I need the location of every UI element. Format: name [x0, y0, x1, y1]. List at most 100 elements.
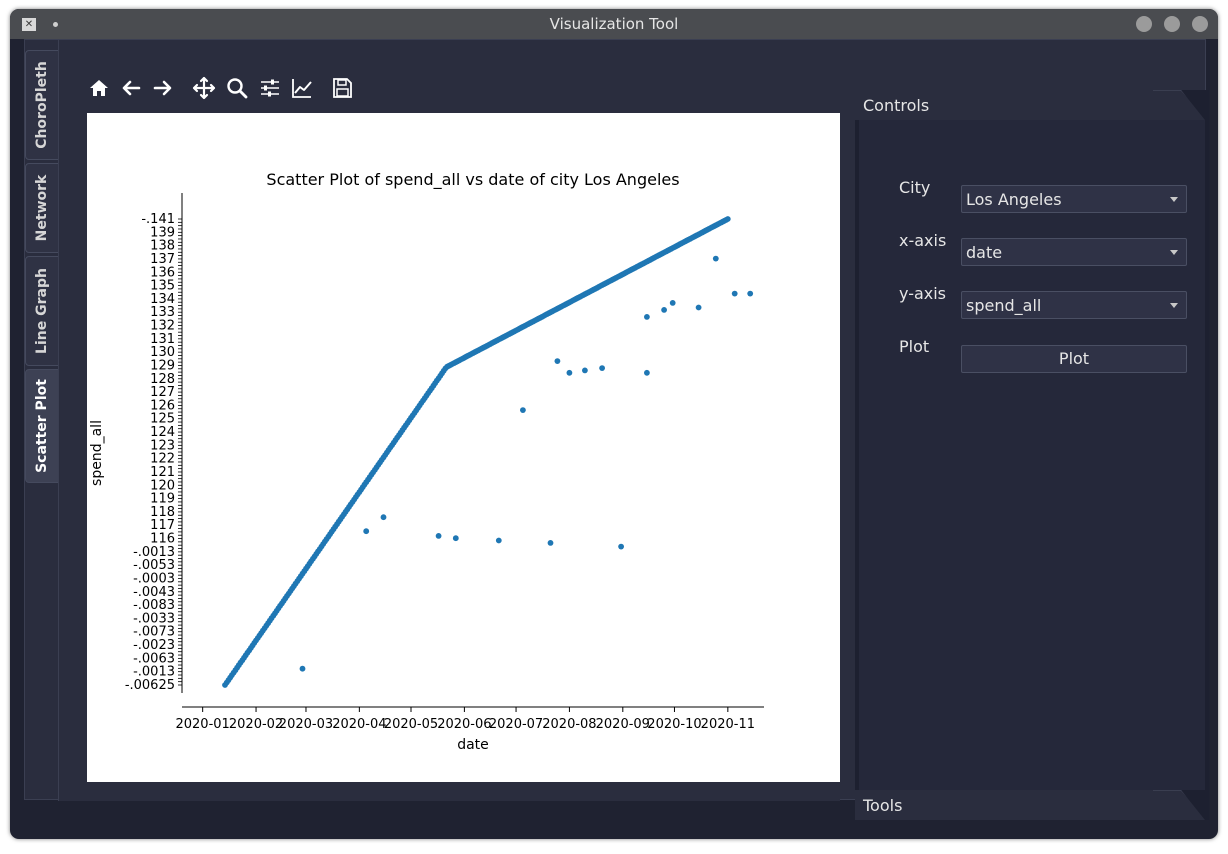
x-tick-label: 2020-07	[489, 717, 543, 732]
x-tick-label: 2020-08	[542, 717, 596, 732]
scatter-point	[618, 543, 624, 550]
city-select[interactable]: Los Angeles	[961, 185, 1187, 213]
main-frame: ChoroPleth Network Line Graph Scatter Pl…	[24, 39, 1209, 820]
y-tick-label: 117	[150, 518, 175, 533]
scatter-point	[747, 290, 754, 297]
scatter-point	[435, 533, 442, 539]
x-tick-label: 2020-11	[701, 717, 755, 732]
y-tick-label: -.0013	[133, 545, 175, 560]
y-tick-label: -.0003	[133, 571, 175, 586]
zoom-icon[interactable]	[225, 76, 251, 102]
tools-title: Tools	[863, 796, 903, 815]
tab-scatter-plot[interactable]: Scatter Plot	[25, 369, 59, 483]
configure-subplots-icon[interactable]	[258, 76, 284, 102]
tab-choropleth[interactable]: ChoroPleth	[25, 50, 59, 160]
y-tick-label: 130	[150, 345, 175, 360]
y-tick-label: 118	[150, 505, 175, 520]
scatter-points	[222, 216, 754, 688]
save-icon[interactable]	[330, 76, 356, 102]
minimize-button[interactable]	[1136, 16, 1152, 32]
plot-button[interactable]: Plot	[961, 345, 1187, 373]
scatter-chart: Scatter Plot of spend_all vs date of cit…	[89, 170, 764, 753]
x-tick-label: 2020-04	[332, 717, 386, 732]
pin-icon[interactable]	[53, 22, 58, 27]
controls-header[interactable]: Controls	[855, 90, 1205, 120]
y-tick-label: 136	[150, 265, 175, 280]
y-tick-label: 126	[150, 398, 175, 413]
scatter-point	[554, 358, 561, 364]
city-label: City	[899, 178, 931, 197]
y-tick-label: 121	[150, 465, 175, 480]
y-tick-label: 120	[150, 478, 175, 493]
y-tick-label: -.0053	[133, 558, 175, 573]
scatter-point	[380, 514, 387, 521]
x-axis-label-text: x-axis	[899, 231, 947, 250]
y-tick-label: 131	[150, 332, 175, 347]
scatter-point	[363, 528, 370, 535]
x-tick-label: 2020-05	[384, 717, 438, 732]
y-tick-label: 134	[150, 292, 175, 307]
app-window: ✕ Visualization Tool ChoroPleth Network …	[10, 9, 1218, 839]
edit-axes-icon[interactable]	[290, 76, 316, 102]
x-axis-label: date	[457, 737, 489, 753]
close-button[interactable]	[1192, 16, 1208, 32]
scatter-point	[724, 216, 731, 222]
y-tick-label: -.0023	[133, 638, 175, 653]
y-tick-label: 123	[150, 438, 175, 453]
x-tick-label: 2020-09	[596, 717, 650, 732]
y-axis-label-text: y-axis	[899, 284, 947, 303]
scatter-point	[547, 540, 554, 546]
y-tick-label: 139	[150, 225, 175, 240]
controls-body: City Los Angeles x-axis date y-axis spen…	[859, 120, 1205, 790]
scatter-point	[712, 255, 719, 262]
y-axis-select[interactable]: spend_all	[961, 291, 1187, 319]
title-bar[interactable]: ✕ Visualization Tool	[10, 9, 1218, 39]
y-tick-label: 133	[150, 305, 175, 320]
y-tick-label: -.0013	[133, 665, 175, 680]
back-arrow-icon[interactable]	[119, 76, 145, 102]
chart-title: Scatter Plot of spend_all vs date of cit…	[266, 170, 679, 190]
y-axis-label: spend_all	[89, 420, 105, 486]
header-notch	[1153, 90, 1205, 120]
controls-panel: Controls City Los Angeles x-axis date y-…	[855, 90, 1209, 820]
tab-line-graph[interactable]: Line Graph	[25, 256, 59, 366]
scatter-point	[495, 537, 502, 544]
header-notch	[1153, 790, 1205, 820]
scatter-point	[644, 369, 650, 376]
y-tick-label: 129	[150, 358, 175, 373]
x-axis-select[interactable]: date	[961, 238, 1187, 266]
y-tick-label: 132	[150, 319, 175, 334]
tools-header[interactable]: Tools	[855, 790, 1205, 820]
scatter-point	[599, 365, 605, 371]
y-tick-label: -.0033	[133, 611, 175, 626]
tab-label: Scatter Plot	[34, 379, 50, 473]
maximize-button[interactable]	[1164, 16, 1180, 32]
y-tick-group: -.14113913813713613513413313213113012912…	[125, 212, 182, 693]
plot-label: Plot	[899, 337, 930, 356]
y-tick-label: -.0043	[133, 585, 175, 600]
y-tick-label: 119	[150, 492, 175, 507]
y-tick-label: 125	[150, 412, 175, 427]
pan-icon[interactable]	[192, 76, 218, 102]
x-tick-label: 2020-03	[279, 717, 333, 732]
y-axis-select-value: spend_all	[966, 296, 1042, 315]
scatter-point	[669, 300, 676, 306]
y-tick-label: -.0073	[133, 625, 175, 640]
tab-label: Network	[34, 174, 50, 242]
scatter-point	[520, 407, 526, 413]
x-tick-label: 2020-01	[175, 717, 229, 732]
y-tick-label: 137	[150, 252, 175, 267]
chevron-down-icon	[1170, 303, 1178, 308]
scatter-point	[452, 535, 459, 542]
home-icon[interactable]	[87, 76, 113, 102]
x-tick-label: 2020-06	[437, 717, 491, 732]
tab-label: Line Graph	[34, 268, 50, 354]
y-tick-label: 116	[150, 532, 175, 547]
scatter-point	[731, 290, 738, 297]
y-tick-label: 127	[150, 385, 175, 400]
scatter-point	[582, 367, 588, 374]
forward-arrow-icon[interactable]	[151, 76, 177, 102]
chevron-down-icon	[1170, 250, 1178, 255]
tab-network[interactable]: Network	[25, 163, 59, 253]
